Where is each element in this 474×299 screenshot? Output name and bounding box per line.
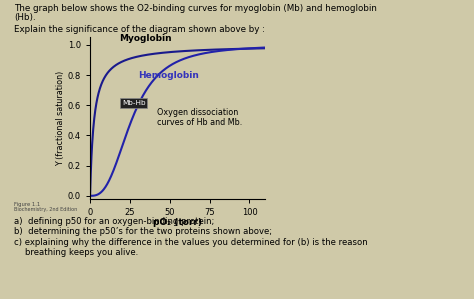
Y-axis label: Y (fractional saturation): Y (fractional saturation) <box>56 71 65 166</box>
Text: Figure 1.1: Figure 1.1 <box>14 202 40 207</box>
Text: Myoglobin: Myoglobin <box>119 34 172 43</box>
Text: Mb-Hb: Mb-Hb <box>122 100 146 106</box>
Text: The graph below shows the O2-binding curves for myoglobin (Mb) and hemoglobin: The graph below shows the O2-binding cur… <box>14 4 377 13</box>
Text: Explain the significance of the diagram shown above by :: Explain the significance of the diagram … <box>14 25 265 34</box>
Text: (Hb).: (Hb). <box>14 13 36 22</box>
Text: Hemoglobin: Hemoglobin <box>138 71 199 80</box>
X-axis label: pO₂ (torr): pO₂ (torr) <box>153 218 202 227</box>
Text: breathing keeps you alive.: breathing keeps you alive. <box>14 248 138 257</box>
Text: a)  defining p50 for an oxygen-binding protein;: a) defining p50 for an oxygen-binding pr… <box>14 217 214 226</box>
Text: b)  determining the p50’s for the two proteins shown above;: b) determining the p50’s for the two pro… <box>14 227 272 236</box>
Text: c) explaining why the difference in the values you determined for (b) is the rea: c) explaining why the difference in the … <box>14 238 368 247</box>
Text: Biochemistry, 2nd Edition: Biochemistry, 2nd Edition <box>14 207 77 212</box>
Text: Oxygen dissociation
curves of Hb and Mb.: Oxygen dissociation curves of Hb and Mb. <box>157 108 242 127</box>
